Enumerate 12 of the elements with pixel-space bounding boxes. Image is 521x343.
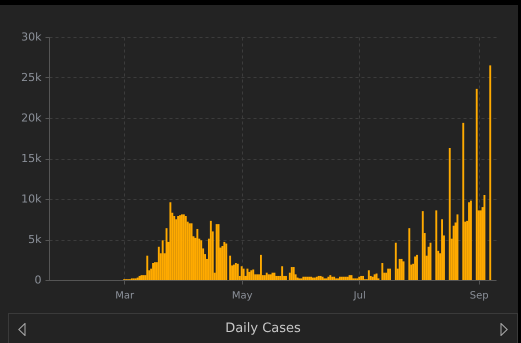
y-tick-label: 15k bbox=[21, 152, 42, 165]
y-tick-label: 20k bbox=[21, 112, 42, 124]
y-tick-label: 5k bbox=[28, 233, 42, 246]
y-tick-label: 0 bbox=[34, 274, 42, 286]
x-tick-label: May bbox=[232, 290, 253, 302]
y-tick-label: 10k bbox=[21, 192, 42, 206]
x-tick-label: Mar bbox=[115, 290, 135, 302]
text: Daily Cases bbox=[224, 321, 302, 336]
x-tick-label: Jul bbox=[352, 290, 366, 302]
y-tick-label: 25k bbox=[21, 71, 42, 84]
y-tick-label: 30k bbox=[21, 30, 42, 44]
x-tick-label: Sep bbox=[470, 290, 489, 302]
